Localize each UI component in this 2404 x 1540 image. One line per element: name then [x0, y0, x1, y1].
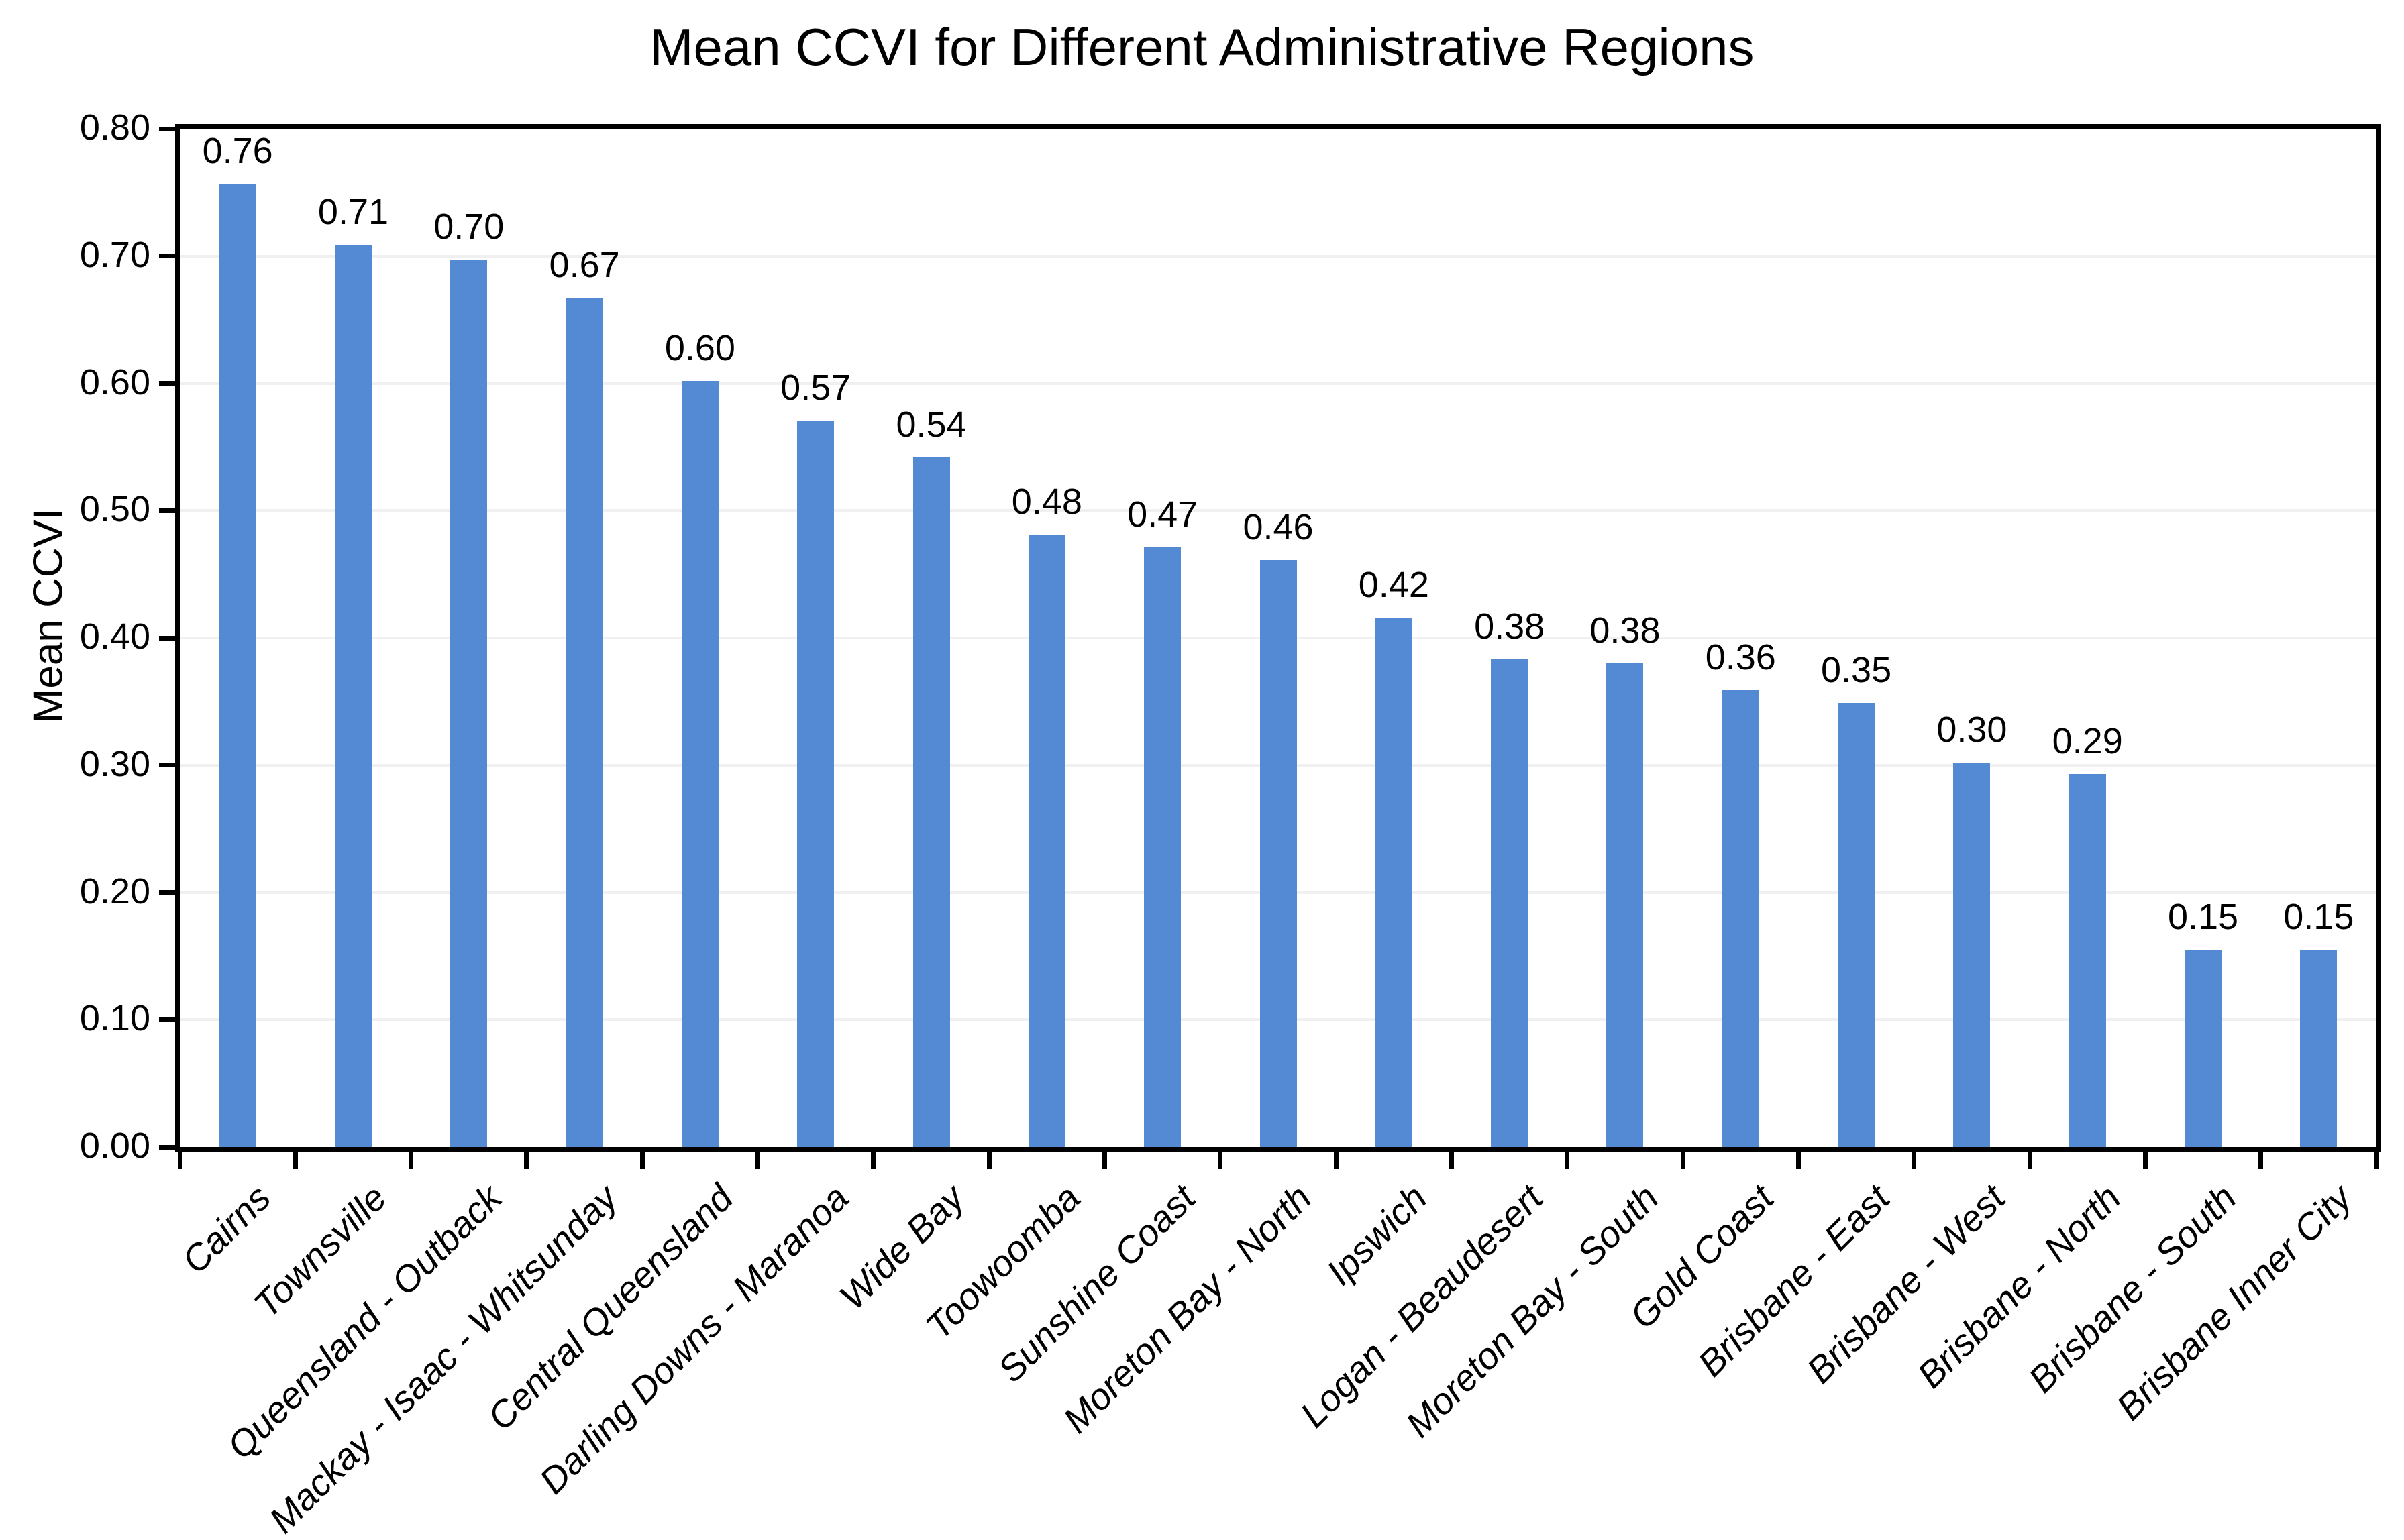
- y-tick: [159, 1144, 180, 1150]
- y-tick: [159, 890, 180, 895]
- x-tick: [2374, 1147, 2379, 1169]
- bar-value-label: 0.60: [664, 327, 735, 368]
- bar-value-label: 0.15: [2167, 896, 2239, 937]
- gridline: [180, 509, 2376, 512]
- bar-value-label: 0.46: [1243, 507, 1314, 548]
- bar-value-label: 0.47: [1127, 494, 1198, 535]
- x-tick: [755, 1147, 761, 1169]
- bar-value-label: 0.67: [549, 245, 620, 286]
- x-tick: [1680, 1147, 1685, 1169]
- y-tick-label: 0.70: [79, 234, 150, 275]
- bar: [2185, 949, 2222, 1147]
- x-tick: [1102, 1147, 1108, 1169]
- bar: [1606, 663, 1644, 1147]
- bar-value-label: 0.38: [1474, 606, 1545, 647]
- category-label: Brisbane - South: [2020, 1176, 2244, 1400]
- category-label: Sunshine Coast: [990, 1176, 1204, 1390]
- bar-value-label: 0.36: [1705, 637, 1776, 677]
- x-tick: [2027, 1147, 2032, 1169]
- x-tick: [871, 1147, 876, 1169]
- category-label: Ipswich: [1318, 1176, 1435, 1293]
- y-tick-label: 0.40: [79, 616, 150, 657]
- x-tick: [2142, 1147, 2148, 1169]
- x-tick: [1333, 1147, 1339, 1169]
- y-tick: [159, 635, 180, 641]
- y-tick-label: 0.80: [79, 107, 150, 148]
- bar: [1838, 702, 1875, 1147]
- y-tick-label: 0.60: [79, 362, 150, 402]
- x-tick: [524, 1147, 529, 1169]
- x-tick: [1218, 1147, 1223, 1169]
- y-tick: [159, 254, 180, 259]
- bar-value-label: 0.57: [780, 367, 851, 408]
- x-tick: [639, 1147, 645, 1169]
- plot-area: 0.00 0.10 0.20 0.30 0.40 0.50 0.60 0.70 0.80 0.76…: [80, 109, 2381, 1540]
- bar: [2300, 949, 2338, 1147]
- bar: [1491, 659, 1528, 1147]
- x-tick: [293, 1147, 298, 1169]
- bar: [1722, 690, 1759, 1147]
- bar-value-label: 0.30: [1936, 709, 2007, 750]
- y-tick-label: 0.00: [79, 1125, 150, 1166]
- bar-value-label: 0.71: [317, 191, 389, 232]
- bar: [797, 420, 835, 1147]
- gridline: [180, 382, 2376, 385]
- bar-value-label: 0.15: [2283, 896, 2354, 937]
- bar: [1144, 547, 1182, 1147]
- y-axis-title: Mean CCVI: [25, 508, 72, 724]
- y-tick-label: 0.10: [79, 998, 150, 1039]
- y-tick: [159, 1017, 180, 1022]
- x-tick: [177, 1147, 182, 1169]
- bar-value-label: 0.48: [1011, 482, 1082, 522]
- x-tick: [1795, 1147, 1801, 1169]
- chart-title: Mean CCVI for Different Administrative R…: [649, 17, 1755, 76]
- category-label: Brisbane - West: [1798, 1176, 2014, 1392]
- bar-value-label: 0.54: [896, 404, 967, 445]
- bar: [1028, 535, 1065, 1147]
- bar: [2069, 774, 2106, 1147]
- bar-value-label: 0.29: [2052, 721, 2123, 762]
- bar: [219, 183, 256, 1147]
- x-tick: [2258, 1147, 2264, 1169]
- category-label: Cairns: [174, 1176, 279, 1282]
- bar: [1259, 560, 1297, 1147]
- bar-value-label: 0.42: [1358, 564, 1429, 605]
- bar-value-label: 0.35: [1821, 649, 1892, 690]
- x-tick: [409, 1147, 414, 1169]
- y-tick-label: 0.30: [79, 743, 150, 784]
- bar-value-label: 0.76: [202, 130, 273, 171]
- bar: [450, 260, 488, 1147]
- y-tick: [159, 126, 180, 131]
- y-tick: [159, 381, 180, 386]
- x-tick: [1449, 1147, 1454, 1169]
- bar: [681, 380, 719, 1147]
- bar: [1953, 762, 1991, 1147]
- bar: [1375, 617, 1412, 1147]
- y-tick: [159, 508, 180, 513]
- bar-value-label: 0.38: [1589, 610, 1661, 651]
- category-label: Brisbane - North: [1909, 1176, 2129, 1396]
- y-tick: [159, 763, 180, 768]
- x-tick: [1912, 1147, 1917, 1169]
- bar: [334, 244, 372, 1147]
- x-tick: [986, 1147, 992, 1169]
- bar: [566, 298, 603, 1147]
- y-tick-label: 0.50: [79, 489, 150, 530]
- bar: [912, 457, 950, 1147]
- gridline: [180, 254, 2376, 258]
- y-tick-label: 0.20: [79, 871, 150, 912]
- x-tick: [1565, 1147, 1570, 1169]
- bar-value-label: 0.70: [433, 207, 505, 248]
